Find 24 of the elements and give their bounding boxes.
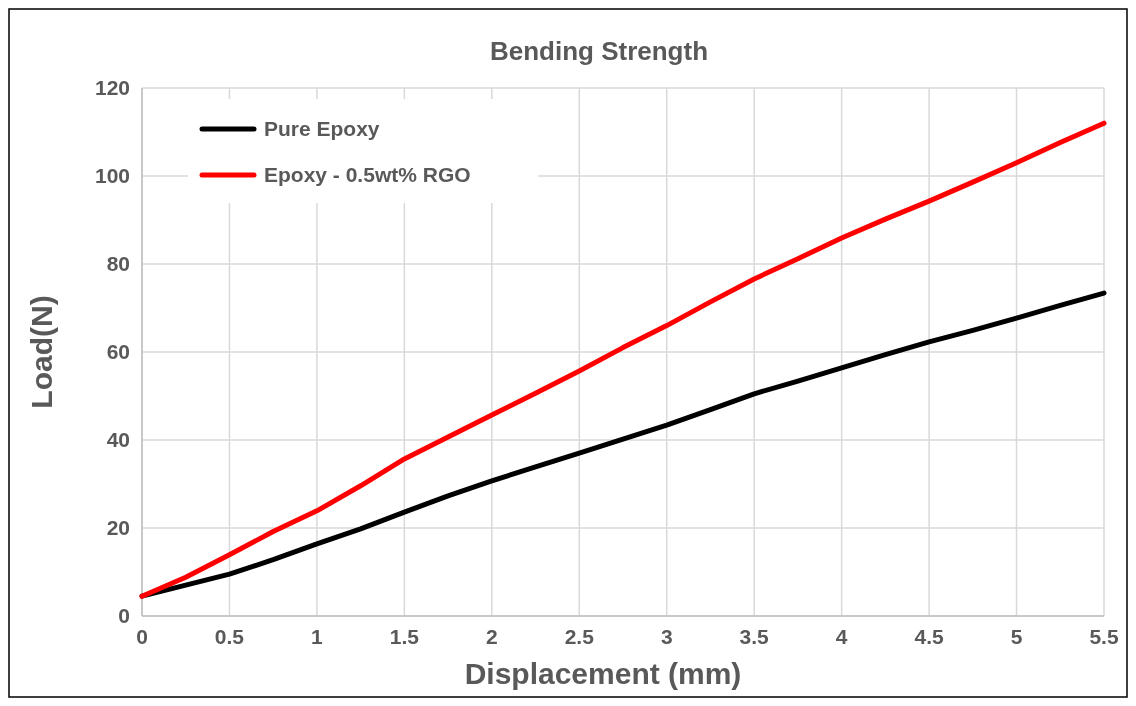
x-tick-label: 2.5 — [564, 625, 595, 648]
legend-label: Pure Epoxy — [264, 117, 380, 140]
x-tick-label: 4 — [835, 625, 848, 648]
x-tick-label: 5 — [1010, 625, 1023, 648]
x-tick-label: 3.5 — [739, 625, 770, 648]
x-tick-label: 0.5 — [214, 625, 245, 648]
y-tick-label: 60 — [106, 340, 130, 363]
x-tick-label: 1.5 — [389, 625, 420, 648]
legend-label: Epoxy - 0.5wt% RGO — [264, 163, 471, 186]
y-tick-label: 40 — [106, 428, 130, 451]
x-tick-label: 4.5 — [914, 625, 944, 648]
y-tick-label: 20 — [106, 516, 130, 539]
x-tick-label: 5.5 — [1089, 625, 1119, 648]
y-axis-title: Load(N) — [25, 295, 58, 409]
x-axis-title: Displacement (mm) — [464, 657, 742, 690]
y-tick-label: 0 — [118, 604, 130, 627]
x-tick-label: 2 — [485, 625, 498, 648]
y-tick-label: 100 — [94, 164, 130, 187]
x-tick-label: 1 — [311, 625, 324, 648]
y-tick-label: 120 — [94, 76, 130, 99]
chart-title: Bending Strength — [489, 36, 709, 66]
x-tick-label: 3 — [660, 625, 673, 648]
x-tick-label: 0 — [136, 625, 148, 648]
y-tick-label: 80 — [106, 252, 130, 275]
